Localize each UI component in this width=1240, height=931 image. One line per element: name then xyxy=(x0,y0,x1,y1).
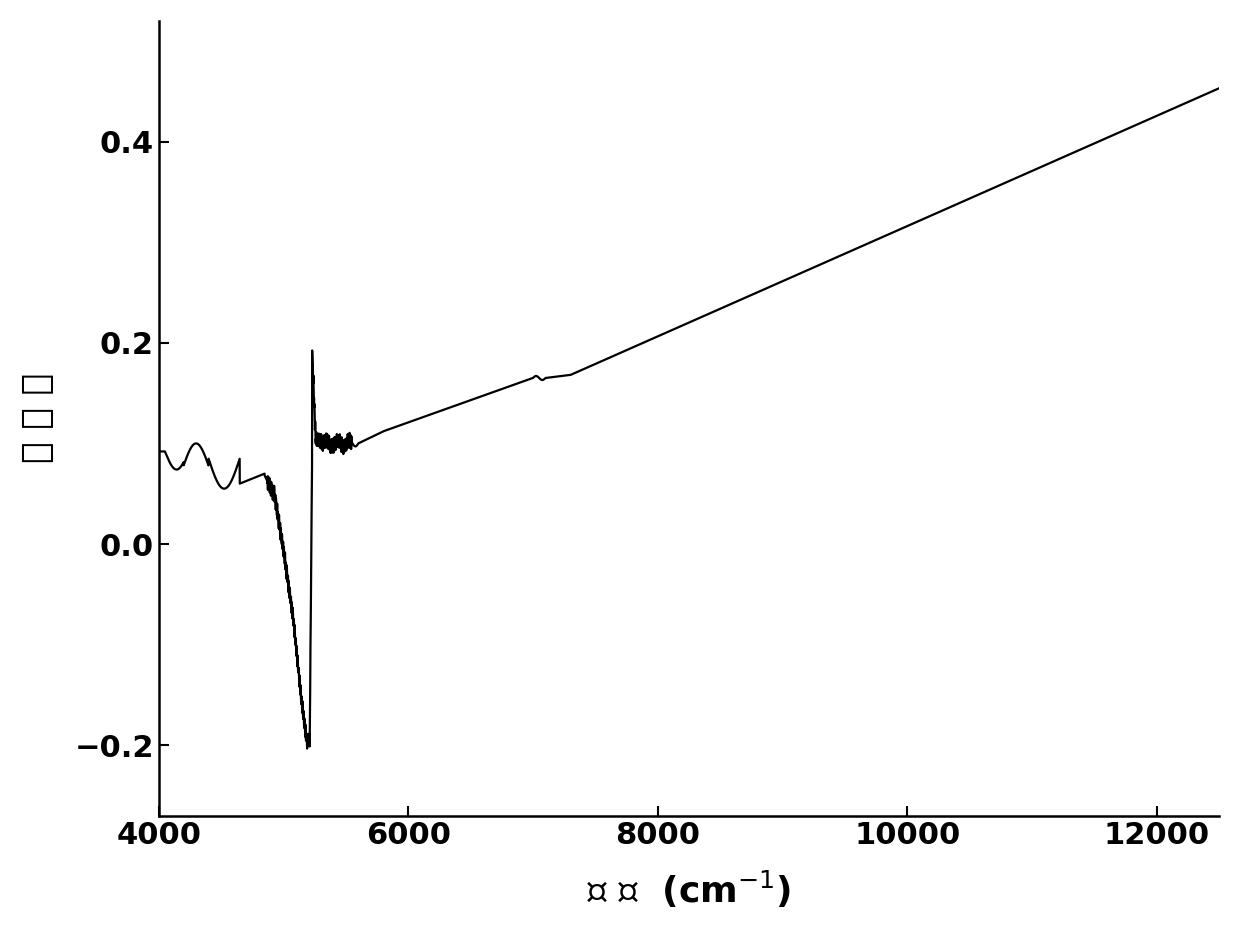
Y-axis label: 吸 光 度: 吸 光 度 xyxy=(21,373,55,464)
X-axis label: 波 数  (cm$^{-1}$): 波 数 (cm$^{-1}$) xyxy=(587,869,791,911)
